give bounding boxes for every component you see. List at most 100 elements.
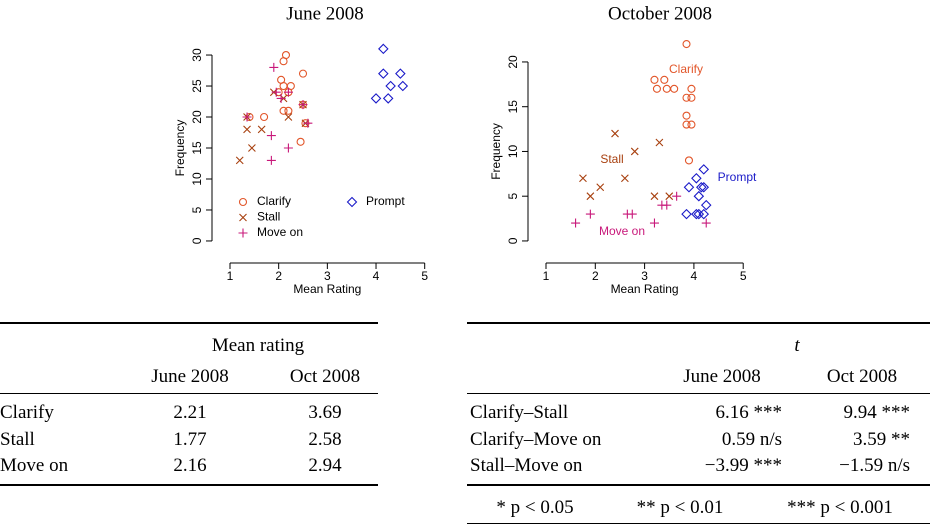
- x-tick-label: 1: [543, 269, 550, 283]
- point: [269, 62, 279, 72]
- point: [235, 156, 244, 165]
- x-tick-label: 1: [227, 269, 234, 283]
- row-label: Clarify–Stall: [470, 402, 569, 423]
- point: [279, 57, 288, 66]
- point: [620, 174, 629, 183]
- point: [630, 147, 639, 156]
- rule: [0, 322, 378, 324]
- point: [370, 93, 382, 104]
- point: [696, 181, 707, 193]
- series-label: Move on: [599, 224, 645, 238]
- y-tick-label: 15: [190, 141, 204, 155]
- cell: 3.69: [308, 402, 342, 423]
- point: [683, 181, 695, 193]
- point: [271, 87, 281, 97]
- cell: 2.16: [173, 455, 207, 476]
- point: [650, 75, 659, 84]
- legend-marker: [238, 228, 248, 238]
- point: [670, 84, 679, 93]
- y-tick-label: 25: [190, 79, 204, 93]
- table-header: Mean rating: [211, 335, 305, 356]
- point: [579, 174, 587, 183]
- cell: 0.59 n/s: [721, 428, 782, 450]
- x-axis-label: Mean Rating: [611, 282, 679, 296]
- column-header: June 2008: [151, 366, 229, 387]
- point: [395, 68, 406, 79]
- point: [665, 192, 674, 201]
- rule: [467, 322, 930, 324]
- point: [682, 40, 691, 49]
- point: [691, 208, 702, 220]
- legend-marker: [238, 197, 248, 207]
- cell: 2.58: [308, 428, 342, 450]
- point: [283, 143, 293, 153]
- point: [691, 173, 702, 184]
- chart-title: October 2008: [608, 3, 712, 24]
- point: [284, 113, 293, 121]
- table-header: t: [794, 335, 800, 356]
- point: [585, 209, 595, 219]
- cell: 2.94: [308, 455, 342, 476]
- point: [698, 181, 710, 193]
- point: [298, 100, 308, 110]
- row-label: Move on: [0, 455, 69, 476]
- point: [248, 144, 256, 152]
- x-tick-label: 5: [421, 269, 428, 283]
- y-tick-label: 0: [506, 237, 520, 244]
- y-tick-label: 5: [190, 206, 204, 213]
- point: [655, 138, 664, 147]
- point: [385, 80, 396, 92]
- footnote: * p < 0.05: [496, 497, 574, 518]
- chart-title: June 2008: [286, 3, 364, 24]
- row-label: Stall–Move on: [470, 455, 583, 476]
- point: [693, 208, 705, 220]
- x-tick-label: 2: [592, 269, 599, 283]
- y-tick-label: 10: [506, 144, 520, 158]
- point: [662, 84, 671, 93]
- point: [652, 84, 661, 93]
- column-header: June 2008: [683, 366, 761, 387]
- rule: [467, 484, 930, 486]
- x-tick-label: 3: [324, 269, 331, 283]
- point: [397, 80, 409, 92]
- legend-label: Move on: [257, 225, 303, 239]
- cell: 3.59 **: [853, 428, 910, 450]
- point: [681, 208, 692, 220]
- point: [682, 93, 691, 102]
- legend-label: Prompt: [366, 194, 405, 208]
- point: [650, 192, 659, 201]
- rule: [467, 523, 930, 524]
- point: [662, 200, 672, 210]
- cell: 6.16 ***: [715, 402, 783, 423]
- series-label: Stall: [600, 152, 623, 166]
- y-tick-label: 20: [506, 55, 520, 69]
- cell: 1.77: [173, 428, 207, 450]
- point: [242, 112, 252, 122]
- rule: [467, 393, 930, 394]
- y-tick-label: 10: [190, 172, 204, 186]
- x-tick-label: 2: [275, 269, 282, 283]
- footnote: ** p < 0.01: [636, 497, 724, 518]
- point: [243, 125, 251, 134]
- point: [687, 93, 696, 102]
- point: [687, 120, 696, 129]
- point: [596, 183, 605, 192]
- y-axis-label: Frequency: [489, 123, 503, 180]
- point: [700, 199, 712, 211]
- footnote: *** p < 0.001: [787, 497, 893, 518]
- point: [303, 118, 313, 128]
- rule: [0, 484, 378, 486]
- cell: −1.59 n/s: [839, 455, 910, 476]
- point: [672, 191, 682, 201]
- point: [693, 190, 705, 202]
- point: [284, 106, 293, 115]
- point: [266, 131, 276, 141]
- column-header: Oct 2008: [826, 366, 898, 387]
- cell: 9.94 ***: [843, 402, 911, 423]
- column-header: Oct 2008: [289, 366, 361, 387]
- x-tick-label: 4: [373, 269, 380, 283]
- row-label: Clarify: [0, 402, 54, 423]
- row-label: Clarify–Move on: [470, 428, 602, 450]
- cell: 2.21: [173, 402, 207, 423]
